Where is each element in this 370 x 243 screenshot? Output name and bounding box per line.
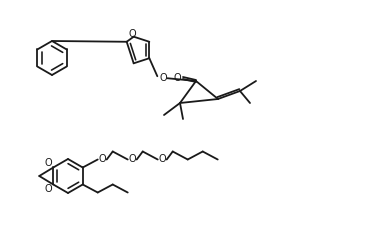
Text: O: O (129, 155, 137, 165)
Text: O: O (99, 155, 107, 165)
Text: O: O (44, 183, 52, 193)
Text: O: O (173, 73, 181, 83)
Text: O: O (159, 155, 166, 165)
Text: O: O (44, 158, 52, 168)
Text: O: O (129, 29, 137, 39)
Text: O: O (159, 73, 167, 83)
